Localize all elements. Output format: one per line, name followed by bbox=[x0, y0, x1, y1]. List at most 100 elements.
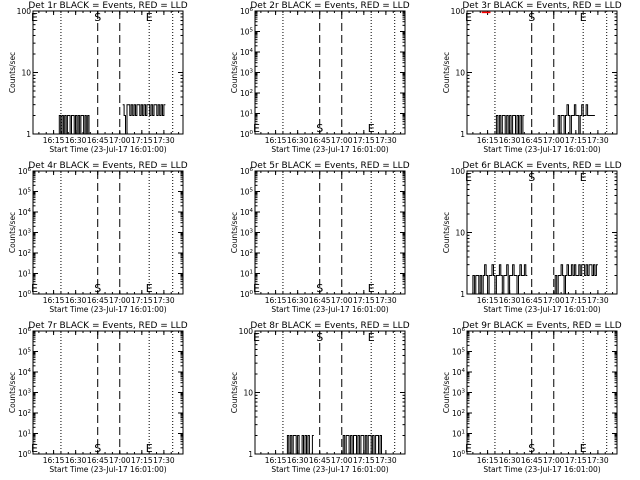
marker-E: E bbox=[146, 282, 153, 295]
x-tick-label: 17:15 bbox=[565, 296, 587, 305]
x-tick-label: 17:00 bbox=[331, 136, 353, 145]
x-tick-label: 17:15 bbox=[353, 296, 375, 305]
y-tick-label: 106 bbox=[18, 167, 32, 176]
y-tick-label: 105 bbox=[240, 188, 254, 197]
x-axis-label: Start Time (23-Jul-17 16:01:00) bbox=[49, 465, 166, 474]
marker-E: E bbox=[31, 442, 38, 455]
marker-E: E bbox=[580, 171, 587, 184]
x-tick-label: 17:15 bbox=[131, 136, 153, 145]
data-series bbox=[122, 104, 166, 135]
x-tick-label: 17:30 bbox=[375, 136, 397, 145]
x-tick-label: 17:15 bbox=[131, 456, 153, 465]
y-tick-label: 103 bbox=[240, 229, 254, 238]
y-tick-label: 101 bbox=[240, 270, 253, 279]
panel-title: Det 6r BLACK = Events, RED = LLD bbox=[462, 161, 621, 171]
y-tick-label: 101 bbox=[18, 430, 31, 439]
x-tick-label: 17:30 bbox=[153, 136, 175, 145]
y-tick-label: 105 bbox=[452, 348, 466, 357]
panel-title: Det 5r BLACK = Events, RED = LLD bbox=[250, 161, 409, 171]
x-tick-label: 16:45 bbox=[87, 136, 109, 145]
marker-S: S bbox=[94, 442, 101, 455]
y-tick-label: 104 bbox=[240, 208, 254, 217]
x-tick-label: 17:30 bbox=[153, 456, 175, 465]
plot-frame bbox=[32, 170, 184, 295]
y-tick-label: 106 bbox=[18, 327, 32, 336]
x-tick-label: 16:45 bbox=[521, 296, 543, 305]
marker-E: E bbox=[368, 331, 375, 344]
x-tick-label: 16:30 bbox=[287, 456, 309, 465]
x-tick-label: 17:15 bbox=[565, 456, 587, 465]
panel-6: Det 6r BLACK = Events, RED = LLD 16:15 16:… bbox=[442, 161, 622, 314]
y-tick-label: 100 bbox=[239, 327, 254, 336]
x-axis-label: Start Time (23-Jul-17 16:01:00) bbox=[483, 465, 600, 474]
marker-E: E bbox=[253, 122, 260, 135]
x-tick-label: 17:15 bbox=[353, 136, 375, 145]
marker-E: E bbox=[31, 11, 38, 24]
y-axis-label: Counts/sec bbox=[442, 212, 451, 253]
x-tick-label: 16:15 bbox=[477, 136, 499, 145]
x-tick-label: 16:45 bbox=[309, 136, 331, 145]
data-series bbox=[285, 435, 314, 455]
plot-frame bbox=[32, 330, 184, 455]
y-tick-label: 10 bbox=[455, 229, 465, 238]
marker-E: E bbox=[465, 11, 472, 24]
y-tick-label: 100 bbox=[18, 450, 32, 459]
x-tick-label: 17:15 bbox=[131, 296, 153, 305]
marker-E: E bbox=[465, 171, 472, 184]
panel-title: Det 7r BLACK = Events, RED = LLD bbox=[28, 321, 187, 331]
x-tick-label: 16:45 bbox=[87, 456, 109, 465]
plot-frame bbox=[466, 330, 618, 455]
y-axis-label: Counts/sec bbox=[8, 52, 17, 93]
x-tick-label: 16:30 bbox=[65, 136, 87, 145]
data-series bbox=[58, 115, 91, 135]
marker-E: E bbox=[253, 282, 260, 295]
x-axis-label: Start Time (23-Jul-17 16:01:00) bbox=[271, 465, 388, 474]
y-axis-label: Counts/sec bbox=[8, 372, 17, 413]
x-tick-label: 17:00 bbox=[543, 456, 565, 465]
x-tick-label: 16:15 bbox=[43, 296, 65, 305]
y-tick-label: 10 bbox=[455, 69, 465, 78]
y-tick-label: 1 bbox=[460, 290, 465, 299]
y-tick-label: 102 bbox=[240, 89, 253, 98]
marker-S: S bbox=[528, 442, 535, 455]
y-tick-label: 100 bbox=[451, 7, 466, 16]
y-tick-label: 10 bbox=[243, 389, 253, 398]
y-axis-label: Counts/sec bbox=[230, 52, 239, 93]
y-tick-label: 102 bbox=[452, 409, 465, 418]
y-axis-label: Counts/sec bbox=[230, 372, 239, 413]
y-tick-label: 100 bbox=[451, 167, 466, 176]
marker-S: S bbox=[528, 171, 535, 184]
x-tick-label: 16:15 bbox=[265, 136, 287, 145]
y-tick-label: 103 bbox=[18, 389, 32, 398]
x-tick-label: 16:15 bbox=[477, 456, 499, 465]
y-tick-label: 100 bbox=[452, 450, 466, 459]
x-tick-label: 16:45 bbox=[87, 296, 109, 305]
data-series bbox=[471, 264, 528, 295]
x-axis-label: Start Time (23-Jul-17 16:01:00) bbox=[483, 305, 600, 314]
x-tick-label: 16:30 bbox=[499, 136, 521, 145]
x-tick-label: 17:00 bbox=[543, 296, 565, 305]
x-tick-label: 16:45 bbox=[309, 296, 331, 305]
y-tick-label: 105 bbox=[18, 348, 32, 357]
x-tick-label: 17:00 bbox=[543, 136, 565, 145]
data-series bbox=[556, 104, 595, 135]
x-tick-label: 17:00 bbox=[331, 296, 353, 305]
plot-frame bbox=[254, 170, 406, 295]
y-tick-label: 106 bbox=[452, 327, 466, 336]
marker-E: E bbox=[465, 442, 472, 455]
y-tick-label: 106 bbox=[240, 7, 254, 16]
data-series bbox=[553, 264, 598, 295]
marker-E: E bbox=[580, 442, 587, 455]
plot-frame bbox=[254, 330, 406, 455]
y-tick-label: 100 bbox=[240, 290, 254, 299]
y-tick-label: 103 bbox=[18, 229, 32, 238]
y-tick-label: 106 bbox=[240, 167, 254, 176]
x-axis-label: Start Time (23-Jul-17 16:01:00) bbox=[49, 305, 166, 314]
panel-title: Det 4r BLACK = Events, RED = LLD bbox=[28, 161, 187, 171]
x-axis-label: Start Time (23-Jul-17 16:01:00) bbox=[271, 305, 388, 314]
x-tick-label: 16:15 bbox=[477, 296, 499, 305]
